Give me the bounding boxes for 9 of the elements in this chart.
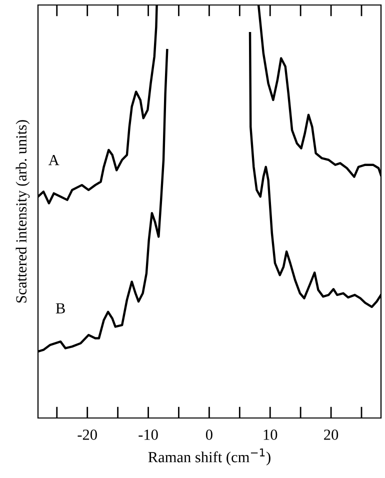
x-tick-label: 10 [264, 430, 278, 440]
y-axis-title: Scattered intensity (arb. units) [16, 120, 30, 303]
x-tick-label: -10 [138, 430, 158, 440]
x-axis-title: Raman shift (cm$^{−1}$) [148, 448, 270, 466]
x-tick-label: 0 [206, 430, 212, 440]
series-label: B [56, 303, 65, 314]
x-tick-label: 20 [324, 430, 338, 440]
series-label: A [48, 154, 60, 166]
x-tick-label: -20 [78, 430, 97, 440]
